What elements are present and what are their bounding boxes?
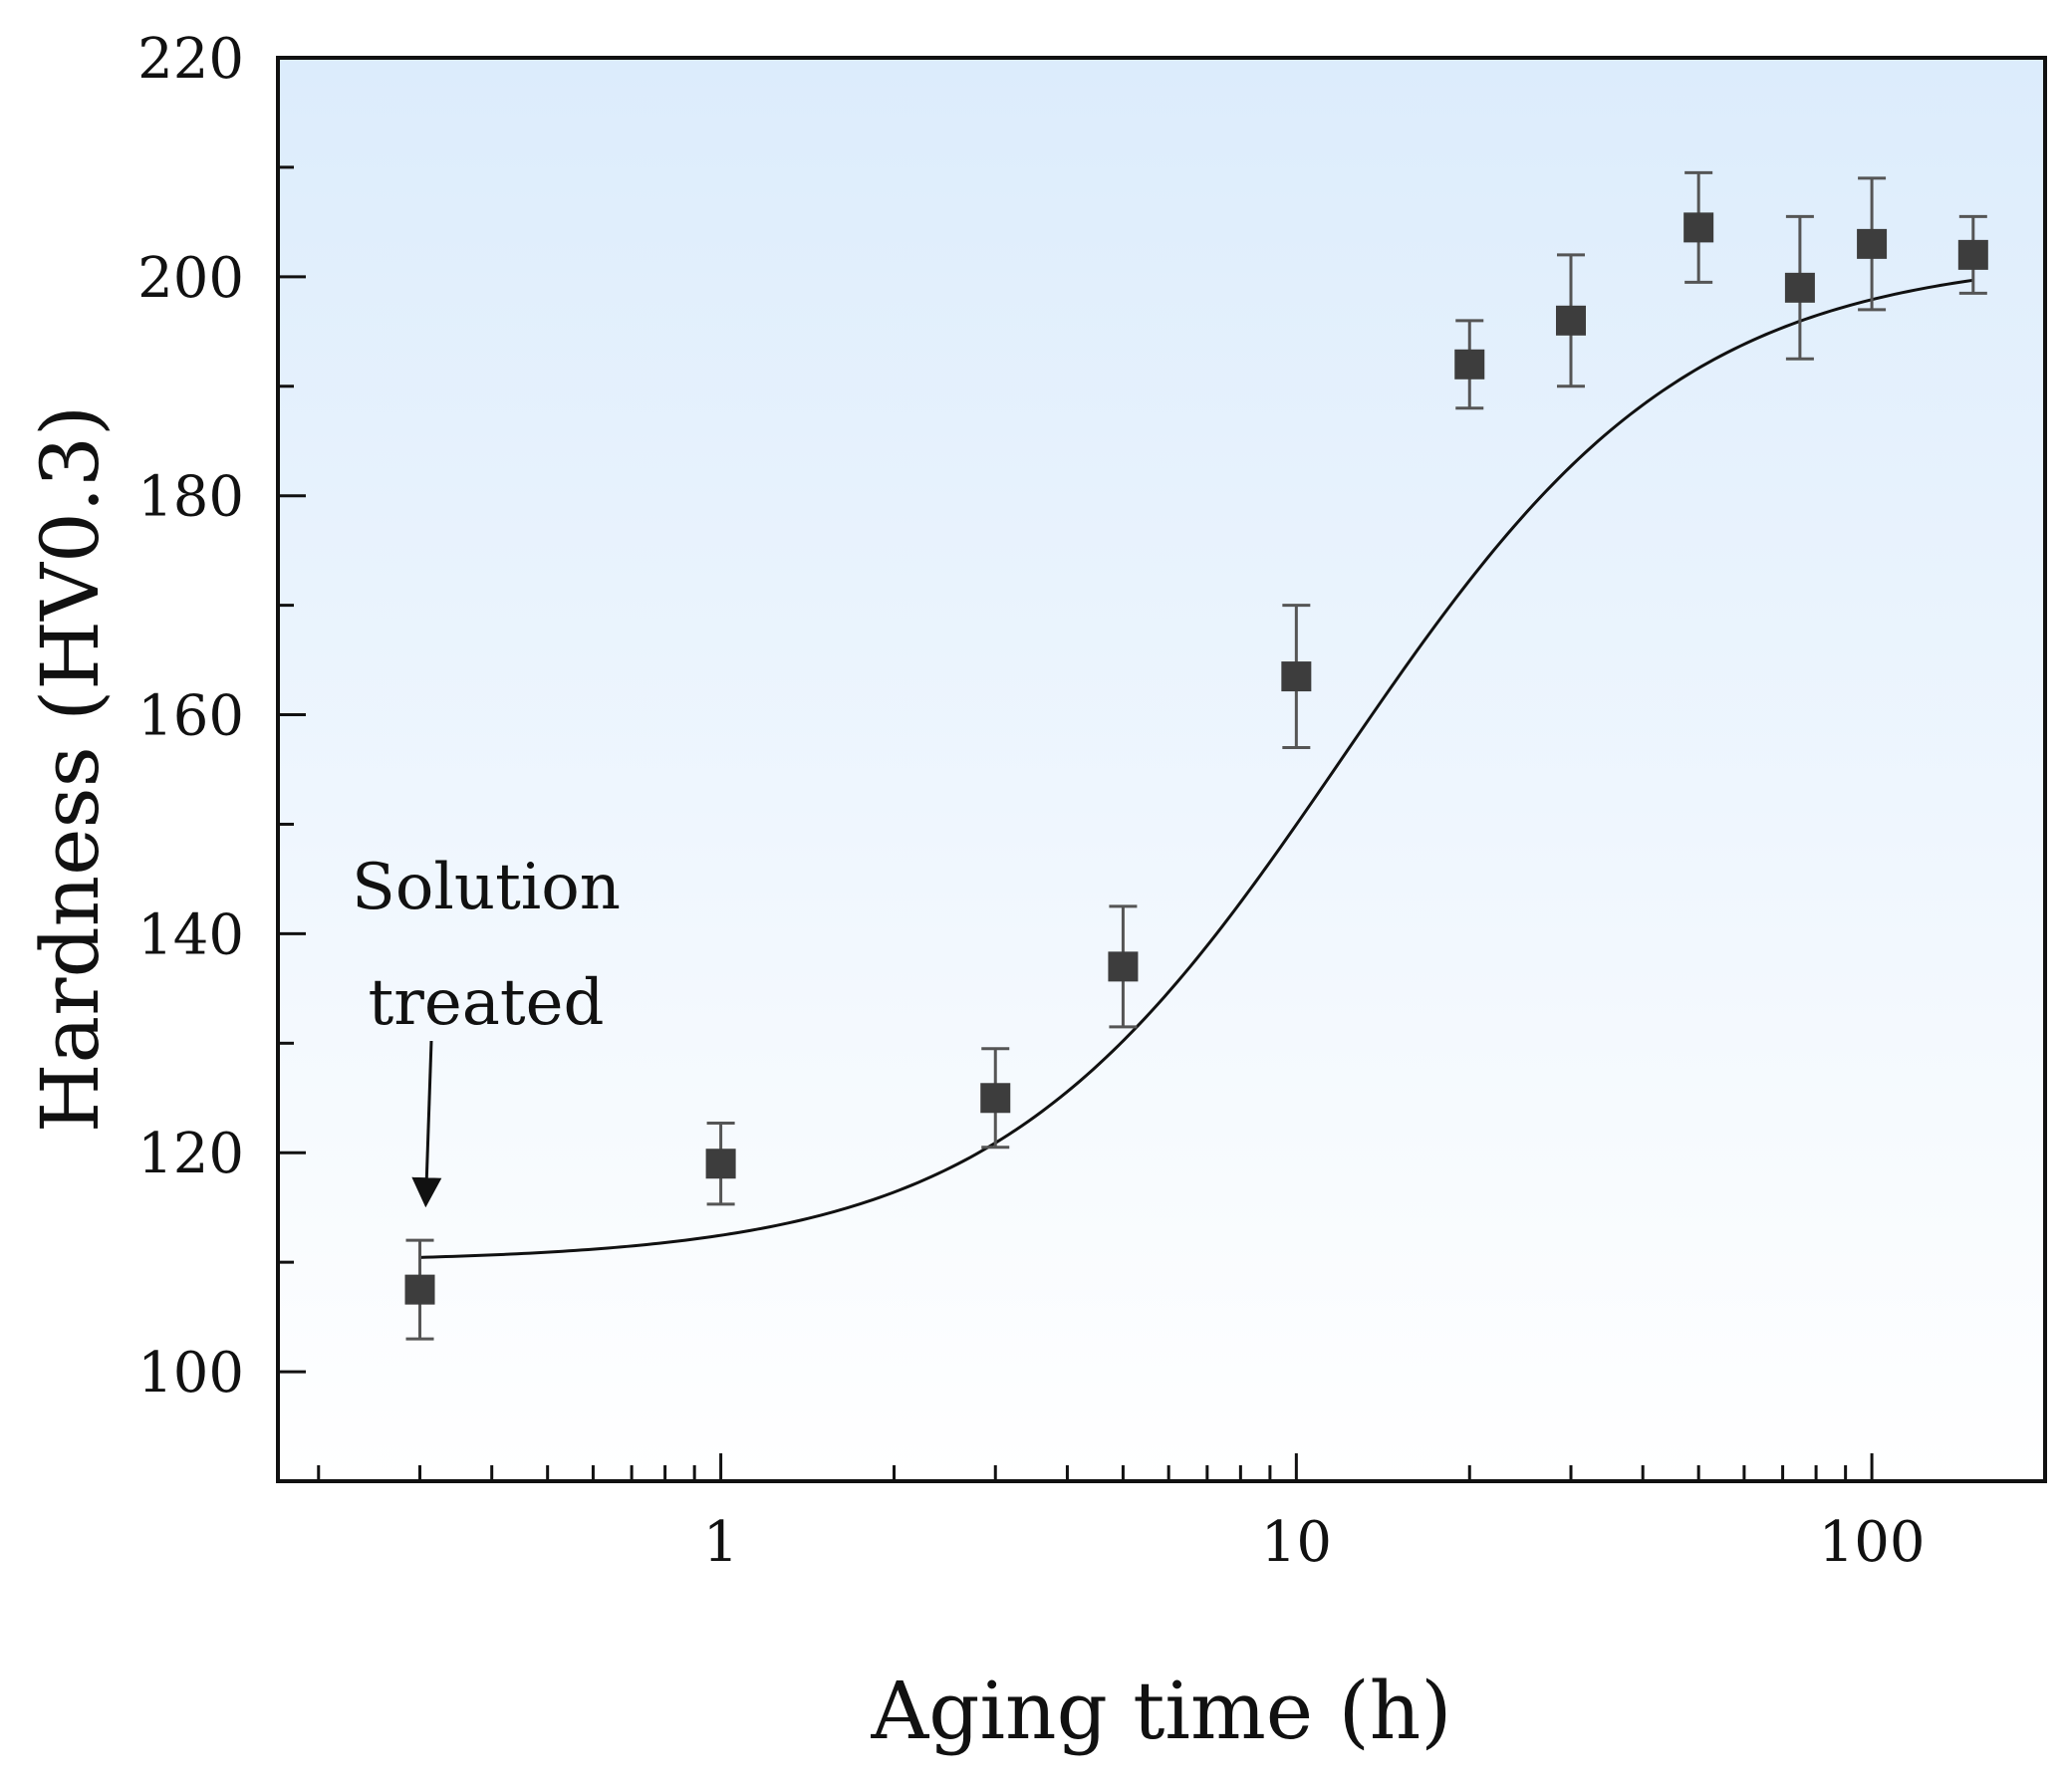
- y-tick-label-180: 180: [137, 465, 244, 530]
- y-tick-labels: 100 120 140 160 180 200 220: [137, 27, 244, 1406]
- x-tick-label-100: 100: [1819, 1510, 1926, 1575]
- y-tick-label-120: 120: [137, 1122, 244, 1186]
- data-markers: [404, 212, 1988, 1305]
- data-point: [1784, 272, 1815, 303]
- y-tick-label-200: 200: [137, 246, 244, 311]
- annotation-arrow: [411, 1040, 442, 1208]
- y-tick-label-100: 100: [137, 1341, 244, 1406]
- data-point: [404, 1274, 435, 1305]
- y-axis-title: Hardness (HV0.3): [24, 405, 117, 1134]
- y-tick-label-220: 220: [137, 27, 244, 92]
- data-point: [1108, 951, 1139, 982]
- data-point: [1555, 305, 1586, 336]
- y-tick-label-140: 140: [137, 902, 244, 967]
- fit-curve: [419, 278, 1974, 1259]
- data-point: [1857, 228, 1888, 259]
- annotation-line-1: Solution: [352, 851, 621, 924]
- x-axis-title: Aging time (h): [870, 1664, 1451, 1757]
- x-tick-labels: 1 10 100: [703, 1510, 1926, 1575]
- y-tick-label-160: 160: [137, 684, 244, 749]
- data-point: [1454, 349, 1485, 380]
- plot-background: [278, 58, 2045, 1481]
- annotation-line-2: treated: [369, 966, 605, 1040]
- plot-frame: [276, 56, 2047, 1483]
- data-point: [1281, 661, 1312, 692]
- x-tick-label-1: 1: [703, 1510, 739, 1575]
- data-point: [1683, 212, 1714, 243]
- data-point: [980, 1083, 1011, 1114]
- x-tick-label-10: 10: [1261, 1510, 1332, 1575]
- data-point: [1957, 239, 1988, 270]
- data-point: [705, 1149, 736, 1179]
